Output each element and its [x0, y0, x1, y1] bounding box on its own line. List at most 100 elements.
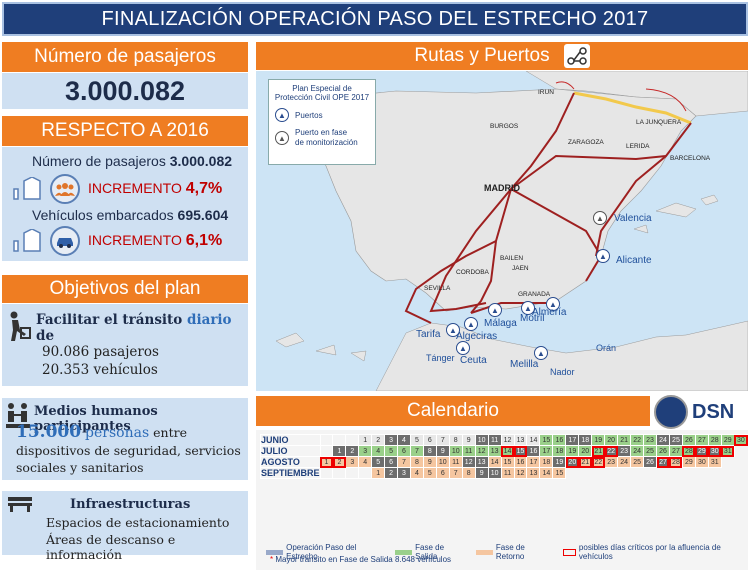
calendar-day: 21 — [617, 434, 632, 446]
city-label: BURGOS — [490, 123, 519, 130]
passengers-header: Número de pasajeros — [2, 42, 248, 72]
calendar-day: 3 — [384, 434, 399, 446]
calendar-day: 10 — [435, 456, 450, 468]
port-pin: ▲ — [546, 297, 560, 311]
increment-value: 6,1% — [185, 232, 223, 249]
calendar-grid: JUNIO 1 2 3 4 5 6 7 8 9 10 11 12 13 14 15 16 17 18 19 20 21 22… — [260, 434, 749, 479]
asterisk-icon: * — [270, 555, 274, 564]
calendar-day: 5 — [422, 467, 437, 479]
calendar-empty — [332, 434, 347, 446]
respecto-panel: Número de pasajeros 3.000.082 INCREMENTO… — [2, 147, 248, 261]
calendar-day: 9 — [422, 456, 437, 468]
calendar-day: 2 — [371, 434, 386, 446]
dsn-logo-text: DSN — [692, 400, 735, 423]
vehiculos-line: Vehículos embarcados 695.604 — [32, 207, 228, 223]
route-map: Plan Especial de Protección Civil OPE 20… — [256, 71, 748, 391]
calendar-empty — [345, 467, 360, 479]
calendar-day: 21 — [578, 456, 593, 468]
city-label: JAEN — [512, 265, 529, 272]
pasajeros-line: Número de pasajeros 3.000.082 — [32, 153, 232, 169]
legend-retorno-label: Fase de Retorno — [495, 543, 525, 561]
city-label: LERIDA — [626, 143, 650, 150]
calendar-day: 11 — [487, 434, 502, 446]
port-label: Almería — [532, 307, 567, 318]
calendar-day: 25 — [643, 445, 658, 457]
calendar-panel: JUNIO 1 2 3 4 5 6 7 8 9 10 11 12 13 14 15 16 17 18 19 20 21 22… — [256, 430, 749, 570]
objetivos-header: Objetivos del plan — [2, 275, 248, 303]
legend-monitor-label: Puerto en fase de monitorización — [295, 128, 358, 148]
legend-mayor: * Mayor tránsito en Fase de Salida 8.648… — [270, 555, 451, 564]
port-label: Ceuta — [460, 355, 487, 366]
calendar-day: 20 — [578, 445, 593, 457]
calendar-day: 12 — [461, 456, 476, 468]
facilitar-diario: diario — [187, 312, 232, 328]
calendar-day: 27 — [694, 434, 709, 446]
calendar-day: 6 — [384, 456, 399, 468]
infra-line1: Espacios de estacionamiento — [46, 515, 230, 530]
calendar-row: JULIO 1 2 3 4 5 6 7 8 9 10 11 12 13 14 15 16 17 18 19 20 21 22… — [260, 445, 748, 457]
increment-arrows-2 — [12, 228, 42, 258]
port-pin: ▲ — [596, 249, 610, 263]
port-pin: ▲ — [456, 341, 470, 355]
month-label: JULIO — [260, 445, 321, 457]
calendar-day: 17 — [565, 434, 580, 446]
calendar-day: 1 — [332, 445, 347, 457]
calendar-day: 12 — [513, 467, 528, 479]
legend-criticos-label: posibles días críticos por la afluencia … — [578, 543, 721, 561]
medios-rest1: entre — [153, 425, 187, 440]
calendar-day: 6 — [397, 445, 411, 457]
calendar-day: 17 — [526, 456, 541, 468]
calendar-day: 13 — [513, 434, 528, 446]
calendar-day: 4 — [371, 445, 386, 457]
vehiculos-value: 695.604 — [177, 207, 229, 223]
calendar-empty — [319, 467, 334, 479]
infra-panel: Infraestructuras Espacios de estacionami… — [2, 491, 248, 562]
calendar-day: 15 — [539, 434, 554, 446]
port-pin: ▲ — [534, 346, 548, 360]
calendar-day: 29 — [720, 434, 735, 446]
calendar-day: 30 — [694, 456, 709, 468]
calendar-day: 7 — [409, 445, 424, 457]
calendar-day: 27 — [668, 445, 683, 457]
calendar-day: 20 — [604, 434, 619, 446]
calendar-day: 23 — [643, 434, 658, 446]
city-label: IRUN — [538, 89, 554, 96]
calendar-day: 26 — [643, 456, 658, 468]
calendar-day: 17 — [539, 445, 554, 457]
calendar-day: 12 — [500, 434, 515, 446]
map-header: Rutas y Puertos — [256, 42, 748, 70]
calendar-row: JUNIO 1 2 3 4 5 6 7 8 9 10 11 12 13 14 15 16 17 18 19 20 21 22… — [260, 434, 749, 446]
legend-salida: Fase de Salida — [395, 543, 466, 561]
port-pin: ▲ — [488, 303, 502, 317]
medios-panel: Medios humanos participantes 15.000 pers… — [2, 398, 248, 480]
people-helping-icon — [6, 403, 30, 428]
port-label: Orán — [596, 343, 617, 353]
calendar-day: 21 — [591, 445, 606, 457]
calendar-day: 25 — [630, 456, 645, 468]
calendar-day: 8 — [409, 456, 424, 468]
legend-salida-label: Fase de Salida — [415, 543, 445, 561]
calendar-day: 5 — [384, 445, 399, 457]
calendar-day: 8 — [461, 467, 476, 479]
calendar-day: 9 — [461, 434, 476, 446]
calendar-day: 31 — [707, 456, 722, 468]
up-arrow-icon — [13, 228, 41, 252]
port-label: Tarifa — [416, 329, 441, 340]
port-label: Alicante — [616, 255, 652, 266]
month-label: JUNIO — [260, 434, 321, 446]
calendar-day: 27 — [656, 456, 670, 468]
monitor-ship-icon: ▲ — [275, 131, 289, 145]
calendar-day: 9 — [435, 445, 450, 457]
calendar-day: 30 — [733, 434, 749, 446]
calendar-day: 15 — [552, 467, 567, 479]
person-pushing-icon — [10, 311, 31, 341]
calendar-row: SEPTIEMBRE 1 2 3 4 5 6 7 8 9 10 11 12 13 14 15 — [260, 467, 748, 479]
legend-criticos: posibles días críticos por la afluencia … — [562, 543, 748, 561]
legend-title-line1: Plan Especial de — [292, 84, 352, 93]
pasajeros-label: Número de pasajeros — [32, 153, 166, 169]
calendar-day: 6 — [422, 434, 437, 446]
increment-arrows — [12, 177, 42, 201]
pasajeros-increment: INCREMENTO 4,7% — [88, 180, 222, 198]
calendar-day: 14 — [539, 467, 554, 479]
calendar-day: 16 — [552, 434, 567, 446]
